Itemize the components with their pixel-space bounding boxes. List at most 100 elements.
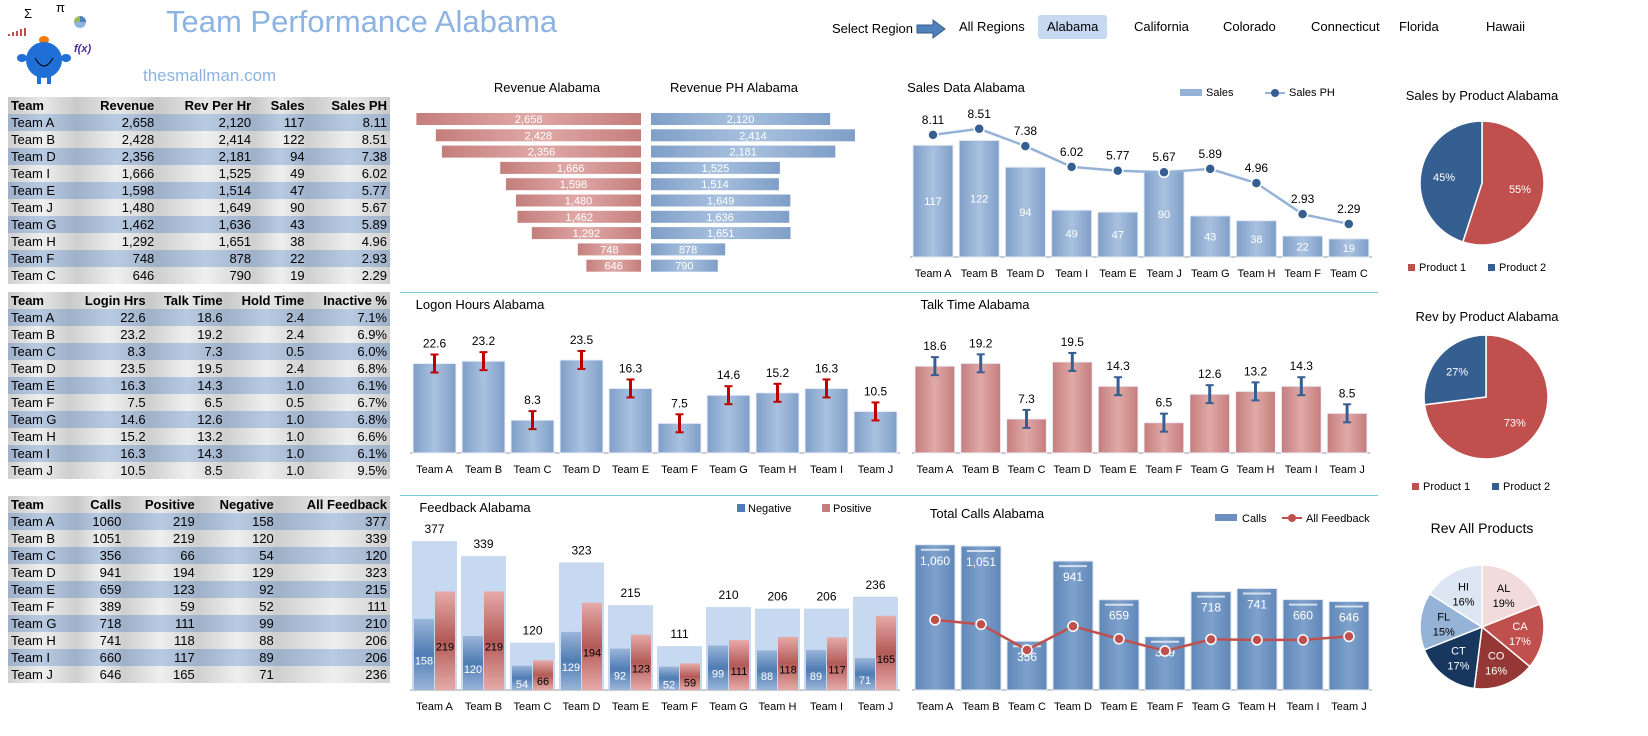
table-cell: Team H [8, 428, 70, 445]
x-tick-label: Team E [612, 701, 649, 713]
table-cell: 19.5 [148, 360, 226, 377]
pie-slice [1423, 334, 1487, 406]
calls-bar [1098, 599, 1140, 691]
pie-slice [1419, 592, 1484, 651]
table-cell: 2,356 [76, 148, 158, 165]
x-tick-label: Team I [1285, 464, 1318, 476]
table-cell: 71 [197, 666, 277, 683]
slice-name: AL [1497, 583, 1510, 595]
bar-value-label: 120 [464, 664, 482, 676]
x-tick-label: Team J [1146, 268, 1181, 280]
bar-value-label: 13.2 [1244, 364, 1268, 378]
table-cell: Team D [8, 148, 77, 165]
slice-name: CA [1512, 621, 1528, 633]
table-cell: 117 [254, 114, 308, 131]
table-cell: 1,480 [76, 199, 158, 216]
bar [1051, 361, 1093, 454]
table-cell: 1,649 [157, 199, 255, 216]
legend-label: Positive [833, 503, 872, 515]
x-tick-label: Team H [1237, 464, 1275, 476]
table-cell: Team H [8, 233, 77, 250]
table-row: Team A 22.6 18.6 2.4 7.1% [8, 309, 390, 326]
table-cell: 94 [254, 148, 308, 165]
bar-value-label: 89 [810, 671, 822, 683]
region-california[interactable]: California [1134, 19, 1189, 34]
region-hawaii[interactable]: Hawaii [1486, 19, 1526, 34]
revenue-ph-label: 2,120 [727, 114, 755, 126]
table-cell: 15.2 [69, 428, 149, 445]
region-all-regions[interactable]: All Regions [959, 19, 1025, 34]
revenue-table: Team Revenue Rev Per Hr Sales Sales PH Team A… [8, 97, 390, 284]
site-link[interactable]: thesmallman.com [143, 66, 277, 85]
bar-value-label: 117 [924, 196, 942, 208]
bar [461, 360, 506, 454]
region-colorado[interactable]: Colorado [1223, 19, 1276, 34]
table-row: Team B 2,428 2,414 122 8.51 [8, 131, 390, 148]
revenue-ph-bar [651, 259, 718, 272]
table-cell: Team A [8, 309, 70, 326]
negative-bar [659, 666, 679, 690]
bar-value-label: 90 [1158, 209, 1170, 221]
sales-ph-point [1343, 218, 1355, 230]
revenue-bar [505, 178, 641, 191]
bar [1189, 393, 1231, 454]
revenue-label: 1,292 [573, 228, 601, 240]
bar-value-label: 66 [537, 676, 549, 688]
table-cell: 122 [254, 131, 308, 148]
table-cell: 5.67 [307, 199, 390, 216]
region-florida[interactable]: Florida [1399, 19, 1439, 34]
table-cell: 2,658 [76, 114, 158, 131]
sales-bar [1004, 166, 1046, 258]
table-cell: 2,428 [76, 131, 158, 148]
line-value-label: 8.51 [968, 107, 992, 121]
sales-bar [1143, 170, 1185, 258]
table-cell: Team F [8, 394, 70, 411]
bar-value-label: 8.5 [1339, 386, 1356, 400]
bar-value-label: 215 [620, 586, 640, 600]
feedback-point [1297, 634, 1309, 646]
table-row: Team H 15.2 13.2 1.0 6.6% [8, 428, 390, 445]
legend-label: All Feedback [1306, 513, 1370, 525]
table-cell: 1,514 [157, 182, 255, 199]
column-header: Team [8, 292, 70, 309]
table-cell: 52 [197, 598, 277, 615]
bar-value-label: 6.5 [1156, 396, 1173, 410]
svg-text:π: π [56, 0, 65, 15]
bar [1280, 385, 1322, 454]
table-cell: 1.0 [225, 445, 308, 462]
bar-value-label: 52 [663, 679, 675, 691]
legend-marker [1288, 514, 1296, 522]
x-tick-label: Team F [1147, 701, 1184, 713]
bar-value-label: 117 [828, 665, 846, 677]
positive-bar [435, 591, 455, 690]
region-connecticut[interactable]: Connecticut [1311, 19, 1380, 34]
bar-value-label: 88 [761, 671, 773, 683]
table-cell: Team E [8, 377, 70, 394]
sales-bar [1097, 211, 1139, 258]
table-cell: 941 [75, 564, 125, 581]
bar-value-label: 660 [1293, 609, 1313, 623]
bar-value-label: 22.6 [423, 337, 447, 351]
bar-value-label: 47 [1112, 230, 1124, 242]
positive-bar [876, 615, 896, 690]
table-row: Team D 23.5 19.5 2.4 6.8% [8, 360, 390, 377]
line-value-label: 5.67 [1152, 150, 1176, 164]
bar [960, 362, 1002, 454]
svg-text:Σ: Σ [24, 6, 32, 21]
region-alabama[interactable]: Alabama [1038, 15, 1108, 39]
column-header: Positive [124, 496, 198, 513]
table-cell: Team D [8, 360, 70, 377]
legend-swatch-positive [822, 504, 830, 512]
revenue-ph-label: 1,525 [702, 163, 730, 175]
bar [608, 387, 653, 454]
bar [1235, 390, 1276, 454]
table-cell: 6.0% [307, 343, 390, 360]
x-tick-label: Team I [1286, 701, 1319, 713]
table-cell: 660 [75, 649, 125, 666]
table-cell: 6.7% [307, 394, 390, 411]
line-value-label: 6.02 [1060, 145, 1084, 159]
sales-bar [912, 144, 954, 258]
bar-value-label: 122 [970, 194, 988, 206]
revenue-bar [416, 113, 641, 125]
